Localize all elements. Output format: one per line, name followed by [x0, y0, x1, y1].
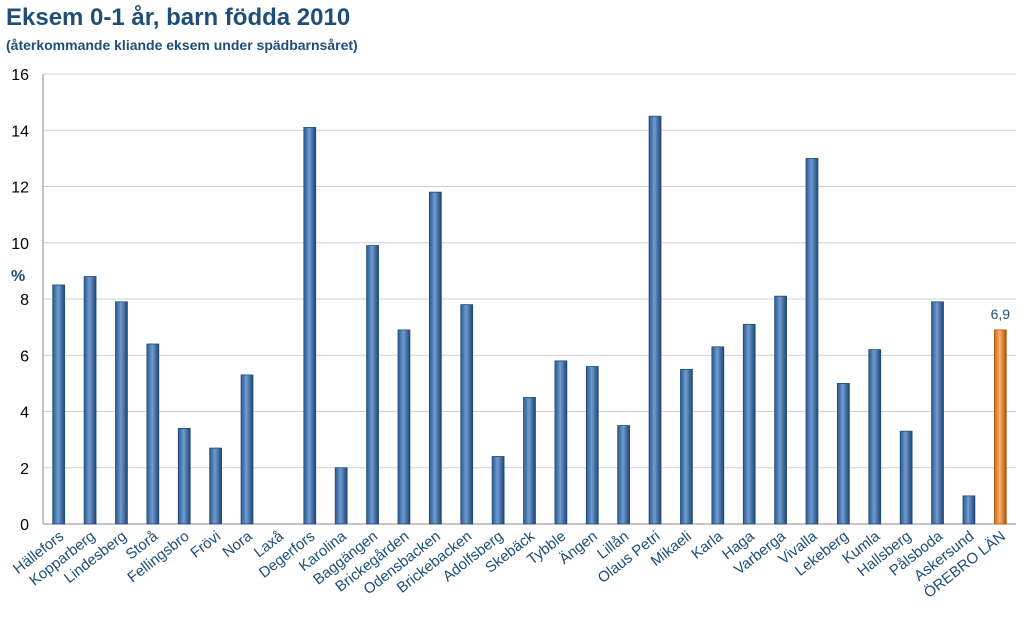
chart-subtitle: (återkommande kliande eksem under spädba…	[6, 37, 358, 53]
bar	[491, 456, 505, 525]
category-labels: HälleforsKopparbergLindesbergStoråFellin…	[10, 306, 1010, 602]
y-tick-label: 8	[20, 292, 29, 309]
bar	[428, 191, 442, 525]
bar	[397, 329, 411, 525]
bar	[523, 397, 536, 525]
y-tick-label: 16	[11, 67, 29, 84]
chart-title: Eksem 0-1 år, barn födda 2010	[6, 4, 351, 31]
y-tick-label: 4	[20, 405, 29, 422]
bar	[993, 329, 1007, 525]
y-tick-label: 12	[11, 180, 29, 197]
bar	[240, 374, 254, 525]
bar	[146, 343, 160, 525]
y-axis: 0 2 4 6 8 10 12 14 16	[11, 67, 44, 534]
y-tick-label: 14	[11, 123, 29, 140]
category-label: Frövi	[187, 528, 224, 562]
bar	[303, 127, 317, 525]
category-label: Karla	[688, 527, 727, 562]
bar	[648, 115, 662, 525]
category-label: Nora	[219, 527, 256, 561]
bar	[209, 447, 222, 525]
bars	[52, 115, 1007, 525]
bar	[805, 157, 819, 525]
bar	[742, 323, 756, 525]
bar	[52, 284, 66, 525]
bar	[774, 295, 787, 525]
bar	[837, 382, 850, 525]
y-axis-label: %	[11, 268, 25, 285]
bar	[366, 245, 379, 525]
bar	[962, 495, 976, 525]
bar	[585, 366, 599, 525]
bar	[931, 301, 944, 525]
bar	[554, 360, 568, 525]
bar	[680, 368, 693, 525]
bar	[711, 346, 725, 525]
bar	[868, 349, 882, 525]
y-tick-label: 2	[20, 461, 29, 478]
bar	[617, 425, 631, 525]
bar	[177, 427, 191, 525]
y-tick-label: 10	[11, 236, 29, 253]
bar	[83, 276, 97, 525]
bar	[899, 430, 913, 525]
bar	[334, 467, 348, 525]
y-tick-label: 6	[20, 348, 29, 365]
data-label: 6,9	[991, 306, 1011, 322]
y-tick-label: 0	[20, 517, 29, 534]
bar	[115, 301, 128, 525]
bar	[460, 304, 474, 525]
